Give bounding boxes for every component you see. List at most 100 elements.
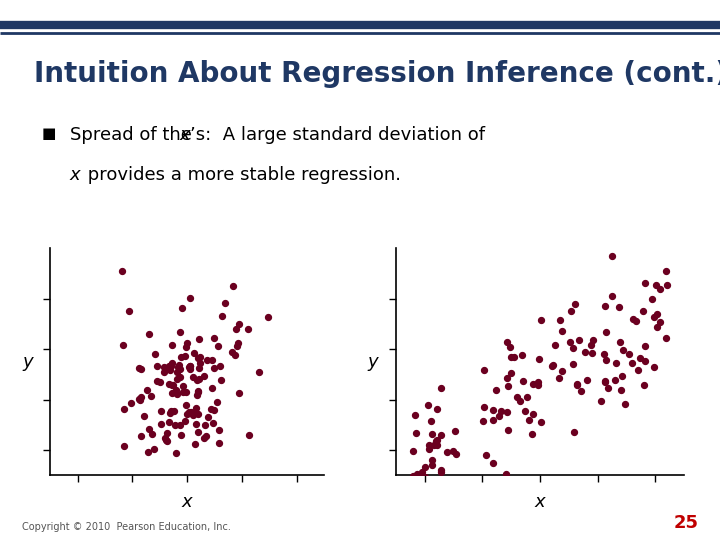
Point (171, 374, 183, 383)
Point (610, 359, 621, 367)
Text: 25: 25 (673, 514, 698, 532)
Point (164, 366, 176, 375)
Point (502, 408, 513, 417)
Point (435, 466, 446, 475)
Point (138, 412, 149, 421)
Point (627, 314, 639, 323)
Point (171, 449, 182, 457)
Point (165, 361, 176, 370)
Point (133, 395, 145, 403)
Point (487, 406, 499, 415)
Point (190, 420, 202, 428)
Point (651, 310, 662, 319)
Point (124, 307, 135, 315)
X-axis label: x: x (182, 492, 192, 510)
Point (431, 436, 442, 444)
Point (174, 373, 186, 382)
Point (208, 406, 220, 414)
Point (626, 359, 638, 367)
Point (477, 417, 489, 426)
Point (639, 342, 651, 350)
Point (423, 400, 434, 409)
Point (588, 336, 599, 345)
Point (553, 374, 564, 382)
Point (613, 338, 625, 346)
Text: Copyright © 2010  Pearson Education, Inc.: Copyright © 2010 Pearson Education, Inc. (22, 522, 230, 532)
Point (181, 387, 192, 396)
Text: x: x (70, 166, 80, 184)
Point (207, 383, 218, 392)
Point (208, 364, 220, 373)
Point (502, 382, 513, 391)
Point (144, 329, 156, 338)
Point (171, 368, 183, 376)
Point (533, 355, 544, 363)
Point (487, 459, 499, 468)
Point (428, 440, 440, 449)
Point (636, 307, 648, 316)
Point (599, 377, 611, 386)
Point (166, 407, 177, 415)
Point (193, 375, 204, 383)
Point (185, 364, 197, 373)
Y-axis label: y: y (368, 353, 379, 371)
Point (171, 390, 183, 399)
Point (179, 417, 191, 426)
Point (198, 372, 210, 381)
Point (185, 408, 197, 417)
Point (502, 426, 513, 434)
Text: ’s:  A large standard deviation of: ’s: A large standard deviation of (190, 126, 485, 144)
Point (180, 342, 192, 351)
Point (194, 359, 205, 368)
Point (176, 353, 187, 362)
Point (155, 420, 166, 428)
Point (527, 410, 539, 418)
Point (505, 369, 517, 378)
Point (660, 334, 672, 342)
Point (188, 408, 199, 417)
Point (430, 437, 441, 445)
Point (166, 381, 178, 390)
Point (565, 307, 577, 316)
Point (426, 417, 437, 426)
Point (206, 356, 217, 364)
Point (163, 362, 174, 370)
Point (158, 367, 170, 376)
Point (639, 381, 650, 390)
Point (493, 412, 505, 421)
Point (586, 349, 598, 357)
Point (515, 397, 526, 406)
Point (168, 381, 179, 389)
Point (262, 313, 274, 321)
Point (135, 365, 147, 374)
Point (431, 404, 443, 413)
Point (516, 351, 527, 360)
Point (600, 377, 611, 386)
Point (199, 421, 211, 430)
Text: provides a more stable regression.: provides a more stable regression. (82, 166, 401, 184)
Point (174, 364, 186, 373)
Point (181, 410, 193, 418)
Point (606, 252, 618, 260)
Point (187, 373, 199, 382)
Point (184, 407, 195, 416)
Point (635, 354, 647, 362)
Point (212, 342, 223, 350)
Point (646, 295, 657, 303)
Point (616, 372, 627, 381)
Point (579, 348, 590, 357)
Point (487, 415, 499, 424)
Point (423, 505, 434, 514)
Point (117, 341, 129, 349)
Point (436, 467, 447, 476)
Text: x: x (179, 126, 190, 144)
Point (431, 441, 442, 449)
Point (639, 278, 651, 287)
Point (571, 379, 582, 388)
Point (428, 480, 440, 489)
Point (451, 449, 462, 458)
Point (192, 354, 204, 363)
Point (184, 362, 196, 370)
Point (187, 411, 199, 420)
Point (181, 339, 192, 348)
